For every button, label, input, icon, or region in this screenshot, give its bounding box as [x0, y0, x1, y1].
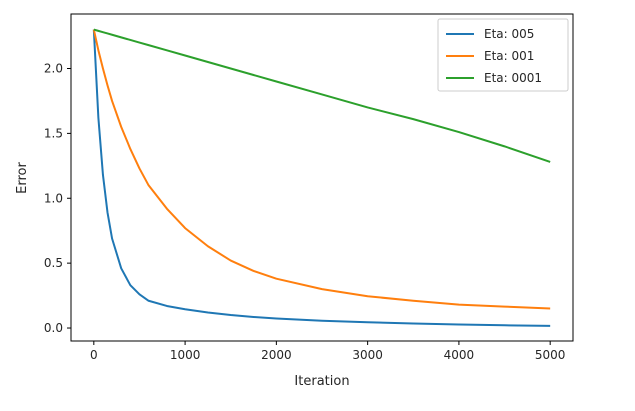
y-tick-label: 1.5: [44, 126, 63, 140]
series-line-1: [92, 29, 551, 327]
series-layer: [92, 28, 551, 327]
legend-label: Eta: 0001: [484, 71, 542, 85]
legend-label: Eta: 005: [484, 27, 534, 41]
y-axis-label: Error: [15, 162, 30, 194]
x-tick-label: 3000: [352, 348, 383, 362]
legend: Eta: 005 Eta: 001 Eta: 0001: [437, 18, 569, 92]
x-tick-label: 4000: [444, 348, 475, 362]
series-line-3: [93, 28, 551, 163]
x-tick-label: 5000: [535, 348, 566, 362]
axes-layer: 0 1000 2000 3000 4000 5000 0.0 0.5 1.0 1.5 2.0: [44, 62, 566, 363]
y-tick-label: 0.0: [44, 321, 63, 335]
legend-frame: [437, 18, 569, 92]
x-tick-label: 2000: [261, 348, 292, 362]
series-line-2: [92, 29, 551, 310]
y-tick-label: 2.0: [44, 62, 63, 76]
x-tick-label: 1000: [170, 348, 201, 362]
y-tick-label: 1.0: [44, 191, 63, 205]
plot-frame: [70, 13, 574, 342]
x-tick-label: 0: [90, 348, 98, 362]
legend-label: Eta: 001: [484, 49, 534, 63]
y-tick-label: 0.5: [44, 256, 63, 270]
x-axis-label: Iteration: [294, 374, 349, 389]
legend-items: Eta: 005 Eta: 001 Eta: 0001: [446, 27, 542, 85]
